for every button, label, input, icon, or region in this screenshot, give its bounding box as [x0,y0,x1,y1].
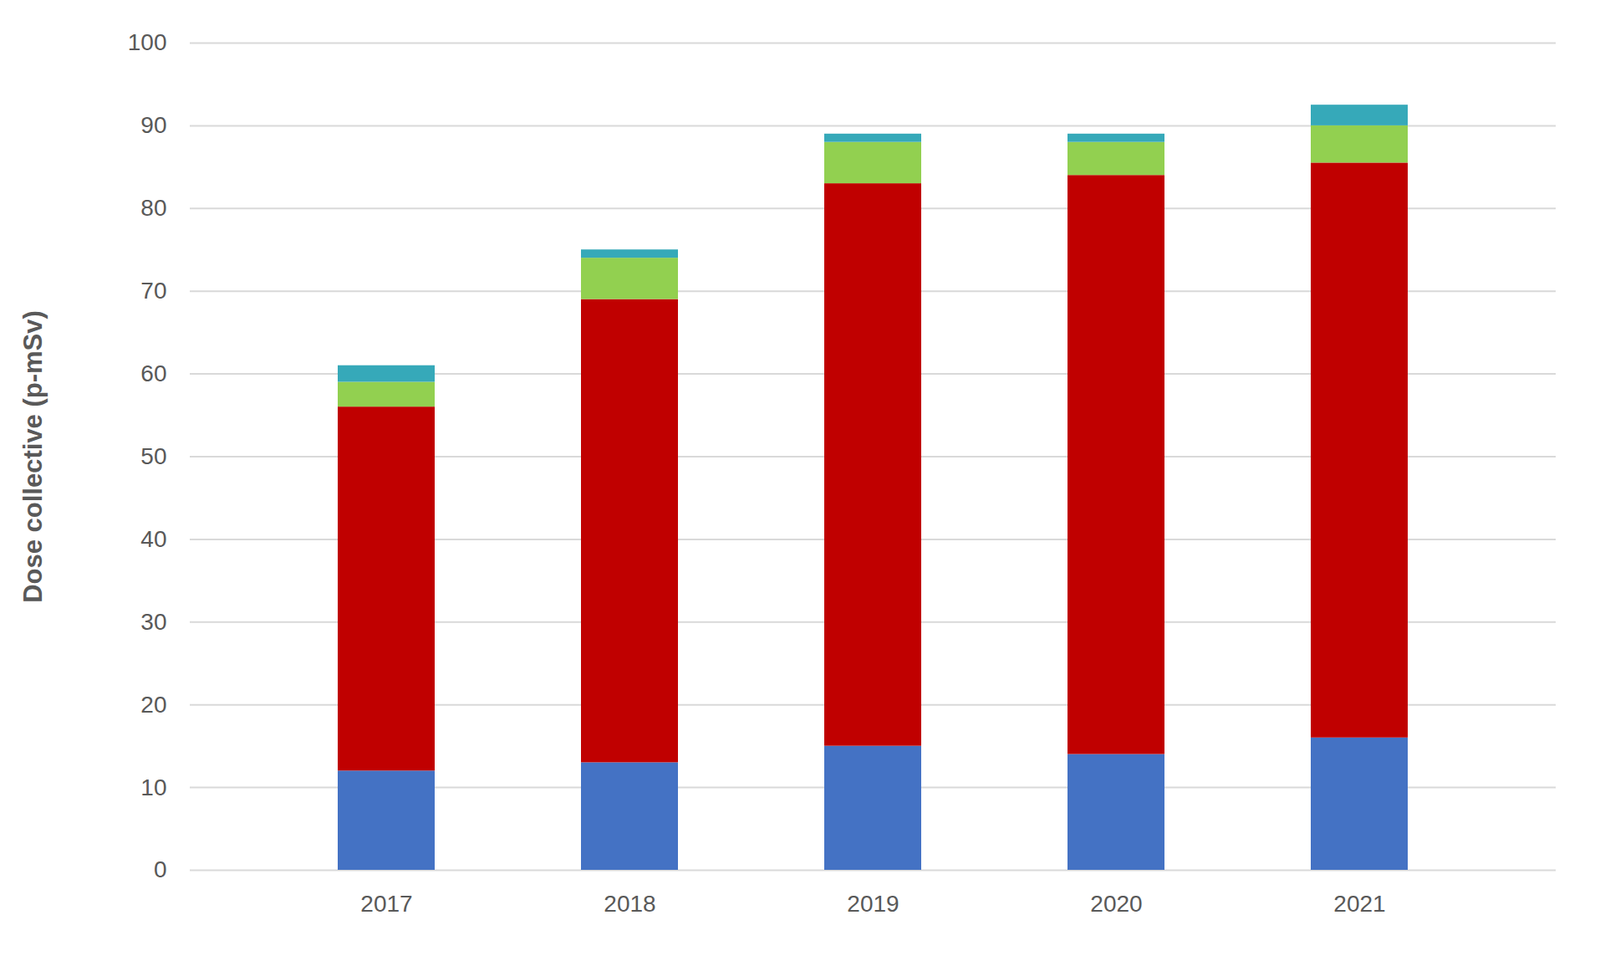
svg-text:90: 90 [140,112,167,138]
svg-text:50: 50 [140,443,167,469]
svg-text:0: 0 [153,856,168,882]
svg-text:2019: 2019 [846,890,899,917]
svg-text:10: 10 [140,774,167,800]
svg-text:2020: 2020 [1090,890,1142,917]
svg-text:80: 80 [140,194,167,221]
svg-text:30: 30 [140,608,167,635]
svg-text:2021: 2021 [1333,890,1386,917]
svg-text:2017: 2017 [360,890,413,917]
svg-text:20: 20 [140,691,167,718]
svg-text:100: 100 [127,29,168,56]
svg-text:60: 60 [140,360,167,387]
svg-text:Dose collective (p-mSv): Dose collective (p-mSv) [18,310,48,603]
svg-text:2018: 2018 [603,890,656,917]
svg-text:70: 70 [140,277,167,304]
svg-text:40: 40 [140,525,167,552]
